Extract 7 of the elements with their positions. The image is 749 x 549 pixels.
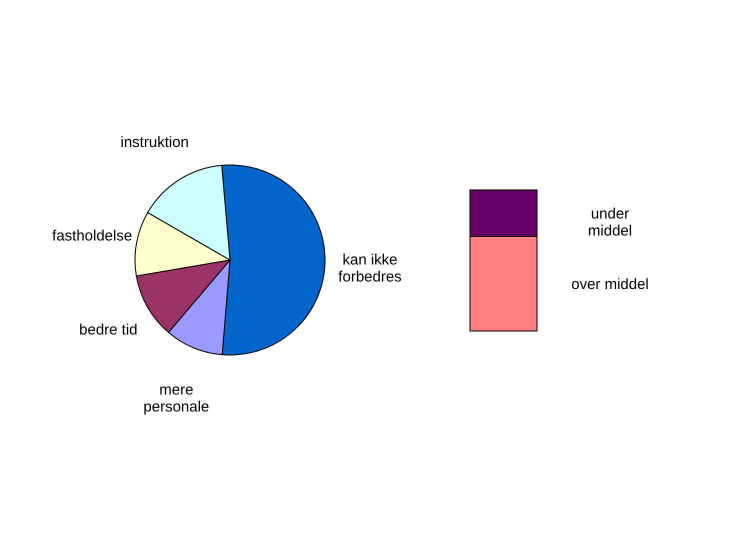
slice-label: mere personale [143,381,210,416]
slice-label: bedre tid [79,321,138,338]
text: over middel [571,276,649,293]
slice-label: kan ikke forbedres [338,252,402,286]
text: under middel [588,205,632,240]
slice-label: fastholdelse [52,227,132,244]
slice-label: instruktion [120,134,189,151]
